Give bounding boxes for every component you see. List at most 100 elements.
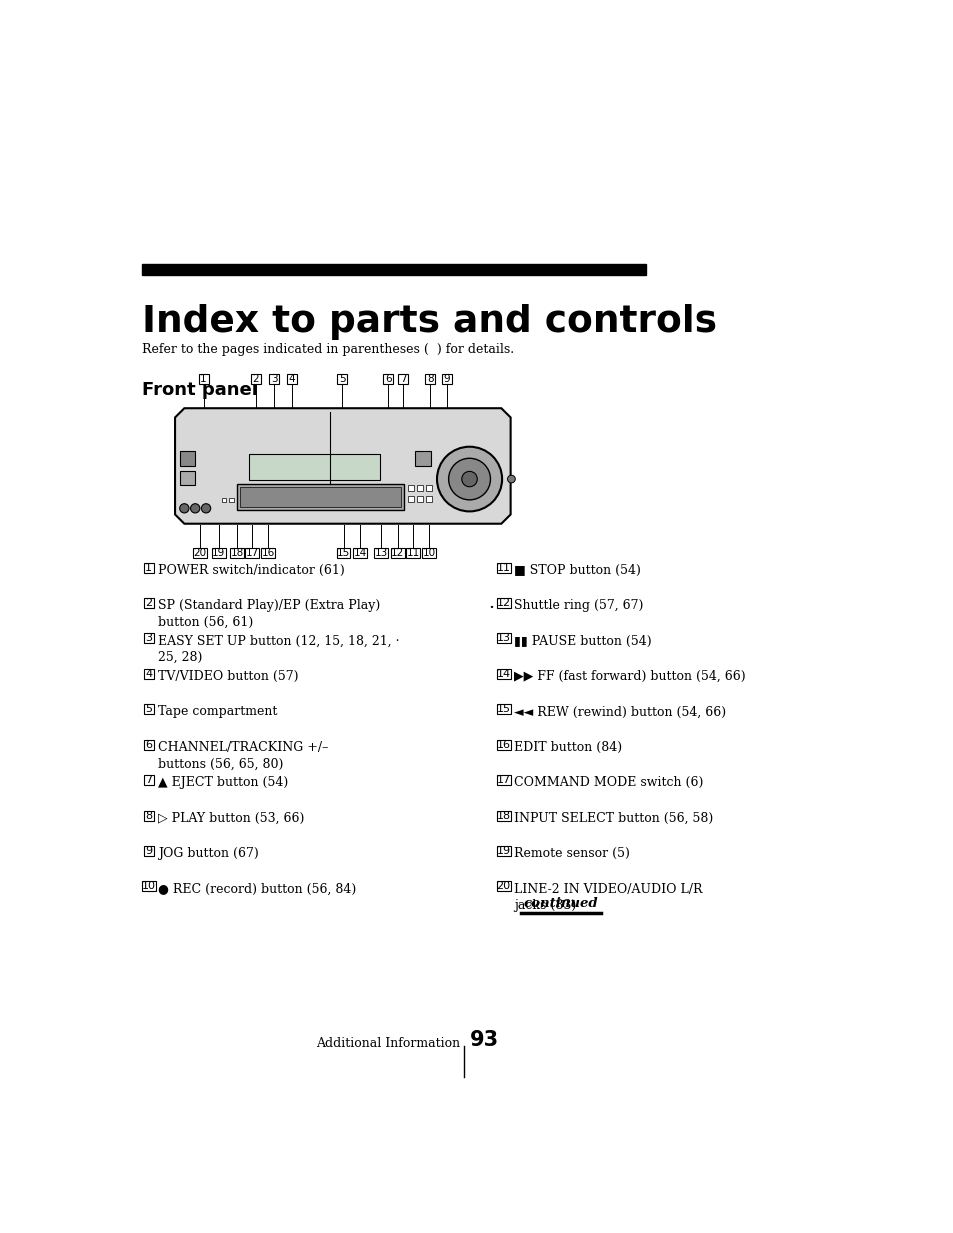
FancyBboxPatch shape [144, 704, 153, 714]
Text: 4: 4 [145, 668, 152, 679]
Circle shape [461, 471, 476, 487]
FancyBboxPatch shape [269, 374, 279, 383]
Text: ▮▮ PAUSE button (54): ▮▮ PAUSE button (54) [514, 635, 652, 647]
Polygon shape [174, 408, 510, 524]
Text: 16: 16 [261, 547, 274, 559]
Text: JOG button (67): JOG button (67) [158, 847, 258, 861]
FancyBboxPatch shape [375, 547, 388, 559]
Circle shape [507, 475, 515, 483]
FancyBboxPatch shape [497, 598, 510, 608]
Text: 19: 19 [212, 547, 225, 559]
Text: 3: 3 [145, 634, 152, 644]
FancyBboxPatch shape [497, 562, 510, 572]
FancyBboxPatch shape [287, 374, 296, 383]
FancyBboxPatch shape [144, 810, 153, 820]
Text: ·: · [488, 599, 494, 618]
Text: ▶▶ FF (fast forward) button (54, 66): ▶▶ FF (fast forward) button (54, 66) [514, 670, 745, 683]
FancyBboxPatch shape [245, 547, 259, 559]
Bar [416, 486, 422, 492]
FancyBboxPatch shape [406, 547, 420, 559]
Text: Additional Information: Additional Information [315, 1037, 459, 1049]
Text: COMMAND MODE switch (6): COMMAND MODE switch (6) [514, 777, 703, 789]
Text: 13: 13 [497, 634, 510, 644]
FancyBboxPatch shape [383, 374, 393, 383]
Text: 11: 11 [497, 562, 510, 572]
FancyBboxPatch shape [198, 374, 209, 383]
Text: ■ STOP button (54): ■ STOP button (54) [514, 563, 640, 577]
FancyBboxPatch shape [144, 634, 153, 644]
FancyBboxPatch shape [497, 634, 510, 644]
Text: INPUT SELECT button (56, 58): INPUT SELECT button (56, 58) [514, 811, 713, 825]
Text: Refer to the pages indicated in parentheses (  ) for details.: Refer to the pages indicated in parenthe… [142, 343, 514, 356]
Circle shape [436, 446, 501, 512]
Bar [179, 471, 195, 486]
Bar [142, 264, 645, 275]
Text: 2: 2 [145, 598, 152, 608]
Text: SP (Standard Play)/EP (Extra Play)
button (56, 61): SP (Standard Play)/EP (Extra Play) butto… [158, 599, 380, 629]
Bar [229, 498, 233, 502]
FancyBboxPatch shape [144, 562, 153, 572]
Text: TV/VIDEO button (57): TV/VIDEO button (57) [158, 670, 298, 683]
FancyBboxPatch shape [144, 668, 153, 679]
Text: 11: 11 [406, 547, 419, 559]
FancyBboxPatch shape [441, 374, 452, 383]
FancyBboxPatch shape [497, 740, 510, 750]
FancyBboxPatch shape [251, 374, 260, 383]
Text: Shuttle ring (57, 67): Shuttle ring (57, 67) [514, 599, 643, 612]
Text: ● REC (record) button (56, 84): ● REC (record) button (56, 84) [158, 883, 355, 895]
FancyBboxPatch shape [497, 704, 510, 714]
Text: 1: 1 [200, 374, 207, 383]
Text: 18: 18 [231, 547, 244, 559]
Text: ▲ EJECT button (54): ▲ EJECT button (54) [158, 777, 288, 789]
FancyBboxPatch shape [353, 547, 367, 559]
Text: Remote sensor (5): Remote sensor (5) [514, 847, 630, 861]
Text: 14: 14 [354, 547, 367, 559]
Text: 7: 7 [399, 374, 406, 383]
Text: 6: 6 [384, 374, 391, 383]
Text: 9: 9 [443, 374, 450, 383]
Bar [179, 450, 195, 466]
Text: 12: 12 [391, 547, 404, 559]
Circle shape [201, 504, 211, 513]
FancyBboxPatch shape [212, 547, 226, 559]
Bar [426, 496, 432, 502]
FancyBboxPatch shape [261, 547, 275, 559]
Text: 8: 8 [426, 374, 433, 383]
Text: 7: 7 [145, 776, 152, 785]
Text: 20: 20 [193, 547, 206, 559]
Text: Index to parts and controls: Index to parts and controls [142, 305, 717, 340]
Bar [240, 487, 400, 507]
Circle shape [191, 504, 199, 513]
Text: 15: 15 [497, 704, 510, 714]
Circle shape [448, 459, 490, 499]
Text: ▷ PLAY button (53, 66): ▷ PLAY button (53, 66) [158, 811, 304, 825]
Text: 6: 6 [145, 740, 152, 750]
FancyBboxPatch shape [336, 374, 347, 383]
Text: 9: 9 [145, 846, 152, 856]
Text: 16: 16 [497, 740, 510, 750]
Text: POWER switch/indicator (61): POWER switch/indicator (61) [158, 563, 344, 577]
FancyBboxPatch shape [425, 374, 435, 383]
Text: LINE-2 IN VIDEO/AUDIO L/R
jacks (83): LINE-2 IN VIDEO/AUDIO L/R jacks (83) [514, 883, 702, 912]
Text: 20: 20 [497, 882, 510, 891]
FancyBboxPatch shape [497, 776, 510, 785]
Text: EASY SET UP button (12, 15, 18, 21, ·
25, 28): EASY SET UP button (12, 15, 18, 21, · 25… [158, 635, 399, 665]
Bar [415, 450, 431, 466]
Bar [236, 483, 403, 510]
Text: 8: 8 [145, 810, 152, 820]
Text: 5: 5 [145, 704, 152, 714]
FancyBboxPatch shape [230, 547, 244, 559]
Bar [426, 486, 432, 492]
FancyBboxPatch shape [144, 846, 153, 856]
FancyBboxPatch shape [193, 547, 206, 559]
Bar [249, 455, 380, 480]
Text: 5: 5 [338, 374, 345, 383]
FancyBboxPatch shape [497, 810, 510, 820]
Text: 18: 18 [497, 810, 510, 820]
Text: 2: 2 [252, 374, 258, 383]
FancyBboxPatch shape [397, 374, 408, 383]
Text: 19: 19 [497, 846, 510, 856]
Text: 93: 93 [470, 1030, 499, 1049]
FancyBboxPatch shape [421, 547, 436, 559]
Text: CHANNEL/TRACKING +/–
buttons (56, 65, 80): CHANNEL/TRACKING +/– buttons (56, 65, 80… [158, 741, 328, 771]
